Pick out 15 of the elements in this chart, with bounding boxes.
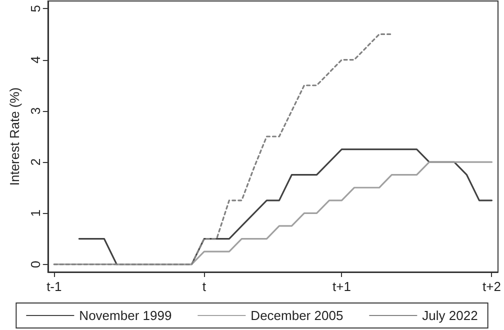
line-series	[53, 33, 393, 266]
legend-label: December 2005	[250, 308, 344, 323]
y-tick-label: 3	[28, 107, 43, 115]
y-tick-label: 1	[28, 210, 43, 217]
y-axis-title: Interest Rate (%)	[7, 87, 22, 186]
y-tick-label: 4	[28, 56, 43, 64]
y-tick-label: 5	[28, 5, 43, 12]
y-tick-label: 2	[28, 158, 43, 166]
x-tick-label: t	[202, 279, 206, 294]
legend-label: November 1999	[79, 308, 172, 323]
x-tick-label: t+1	[332, 279, 351, 294]
x-tick-label: t-1	[46, 279, 62, 294]
y-tick-label: 0	[28, 260, 43, 268]
legend-label: July 2022	[422, 308, 478, 323]
x-tick-label: t+2	[482, 279, 501, 294]
